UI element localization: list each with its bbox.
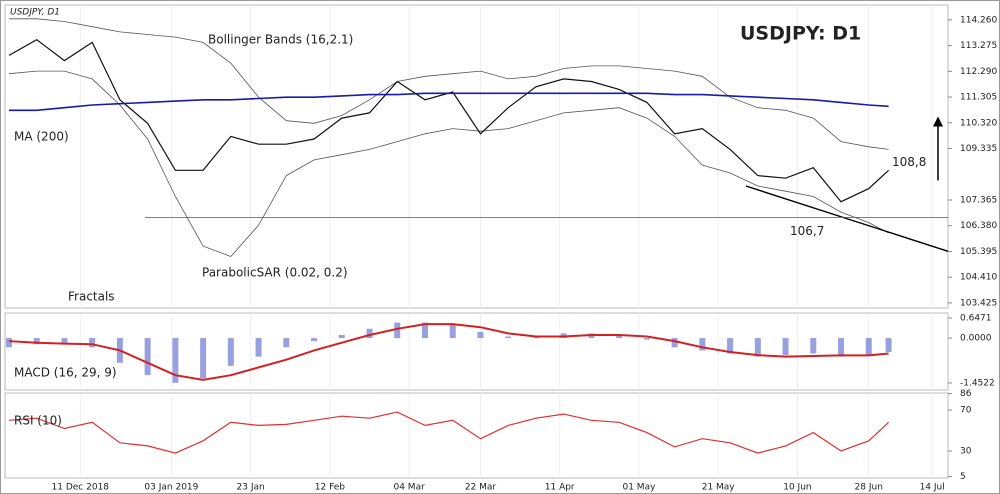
y-tick-label: 105.395 [960, 247, 997, 257]
signal-line [8, 323, 889, 381]
y-tick-label: 0.6471 [960, 314, 992, 324]
macd-bar [366, 328, 373, 339]
macd-bar [394, 322, 401, 339]
macd-bar [616, 334, 623, 339]
y-tick-label: 70 [960, 406, 972, 416]
macd-bar [810, 338, 817, 354]
macd-bar [338, 334, 345, 339]
macd-bar [782, 338, 789, 356]
macd-bar [838, 338, 845, 357]
y-tick-label: 106.380 [960, 221, 997, 231]
macd-bar [505, 336, 512, 339]
macd-bar [671, 338, 678, 348]
panel-title: USDJPY: D1 [740, 23, 861, 45]
macd-bar [885, 338, 892, 352]
panel-title: MACD (16, 29, 9) [14, 366, 117, 380]
macd-bar [89, 338, 96, 348]
y-tick-label: 5 [960, 472, 966, 482]
band-label: Bollinger Bands (16,2.1) [208, 33, 353, 47]
x-tick-label: 21 May [702, 483, 736, 493]
macd-bar [477, 331, 484, 339]
macd-bar [421, 322, 428, 339]
x-tick-label: 11 Dec 2018 [52, 483, 110, 493]
band-lower [8, 70, 889, 257]
panel [4, 4, 949, 309]
annotation: Fractals [68, 290, 115, 304]
x-tick-label: 28 Jun [855, 483, 883, 493]
band-upper [9, 18, 889, 150]
macd-bar [727, 338, 734, 354]
macd-bar [33, 338, 40, 345]
macd-bar [5, 338, 12, 348]
macd-bar [172, 338, 179, 383]
y-tick-label: 107.365 [960, 195, 997, 205]
x-tick-label: 04 Mar [393, 483, 425, 493]
macd-bar [643, 338, 650, 340]
y-tick-label: 113.275 [960, 41, 997, 51]
macd-bar [255, 338, 262, 357]
x-tick-label: 22 Mar [465, 483, 497, 493]
panel-title: RSI (10) [14, 414, 62, 428]
y-tick-label: 103.425 [960, 298, 997, 308]
x-tick-label: 03 Jan 2019 [144, 483, 198, 493]
macd-bar [699, 338, 706, 351]
price-line [8, 38, 890, 203]
y-tick-label: 114.260 [960, 15, 997, 25]
ma-line [9, 92, 889, 112]
arrow-head [933, 116, 943, 127]
x-tick-label: 01 May [622, 483, 656, 493]
y-tick-label: 86 [960, 389, 972, 399]
y-tick-label: 109.335 [960, 144, 997, 154]
y-tick-label: 0.0000 [960, 334, 992, 344]
macd-bar [754, 338, 761, 357]
y-tick-label: 110.320 [960, 118, 997, 128]
macd-bar [227, 338, 234, 366]
x-tick-label: 12 Feb [315, 483, 346, 493]
macd-bar [311, 338, 318, 342]
trend-line [745, 185, 949, 252]
y-tick-label: 111.305 [960, 93, 997, 103]
y-tick-label: 30 [960, 447, 972, 457]
annotation: 106,7 [790, 224, 824, 238]
panel [4, 312, 949, 391]
annotation: ParabolicSAR (0.02, 0.2) [202, 266, 348, 280]
price-line [8, 411, 890, 454]
macd-bar [283, 338, 290, 348]
macd-bar [144, 338, 151, 376]
panel [4, 392, 949, 479]
y-tick-label: -1.4522 [960, 378, 995, 388]
x-tick-label: 23 Jan [237, 483, 265, 493]
x-tick-label: 11 Apr [545, 483, 575, 493]
y-tick-label: 104.410 [960, 273, 997, 283]
x-tick-label: 10 Jun [783, 483, 811, 493]
annotation: 108,8 [892, 155, 926, 169]
macd-bar [449, 324, 456, 339]
macd-bar [865, 338, 872, 356]
subtitle: USDJPY, D1 [10, 8, 60, 18]
macd-bar [61, 338, 68, 343]
series-label: MA (200) [14, 130, 69, 144]
y-tick-label: 112.290 [960, 67, 997, 77]
x-tick-label: 14 Jul [920, 483, 945, 493]
macd-bar [200, 338, 207, 379]
